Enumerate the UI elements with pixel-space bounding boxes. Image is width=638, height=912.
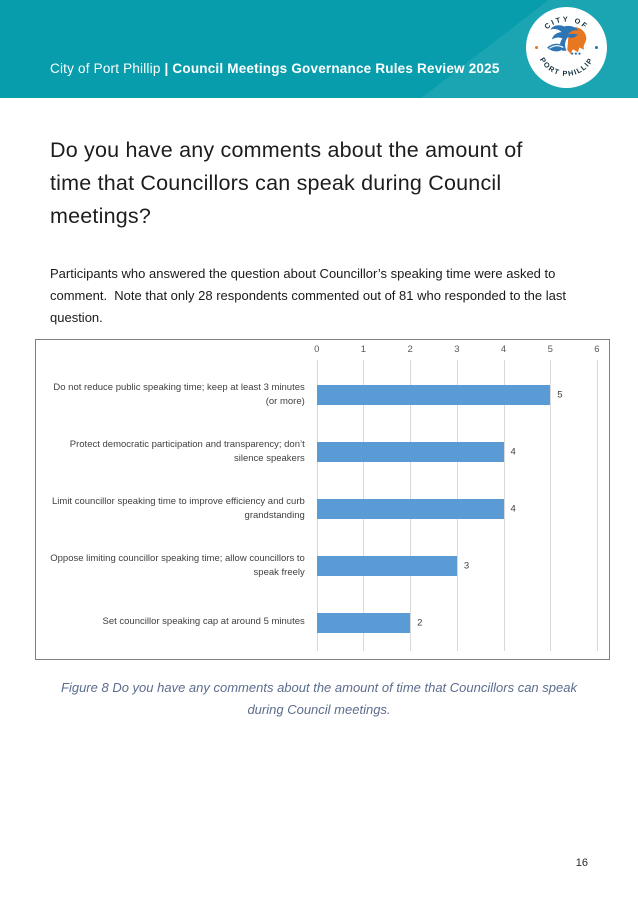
axis-tick-mark bbox=[363, 360, 365, 367]
axis-tick-label: 3 bbox=[454, 344, 460, 355]
bar-track: 5 bbox=[316, 367, 597, 424]
bar-track: 3 bbox=[316, 537, 597, 594]
header-title-regular: City of Port Phillip bbox=[50, 61, 165, 76]
axis-tick-label: 6 bbox=[594, 344, 600, 355]
category-label: Limit councillor speaking time to improv… bbox=[52, 495, 305, 521]
axis-tick-label: 0 bbox=[314, 344, 320, 355]
header-title-bold: | Council Meetings Governance Rules Revi… bbox=[164, 61, 500, 76]
page-title: Do you have any comments about the amoun… bbox=[50, 138, 523, 228]
axis-tick-mark bbox=[456, 360, 458, 367]
gridline bbox=[550, 367, 552, 651]
chart-row: Limit councillor speaking time to improv… bbox=[36, 481, 609, 538]
axis-tick-label: 2 bbox=[407, 344, 413, 355]
bar bbox=[316, 555, 457, 576]
figure-caption: Figure 8 Do you have any comments about … bbox=[61, 680, 577, 717]
axis-tick-label: 1 bbox=[360, 344, 367, 355]
gridline bbox=[503, 367, 505, 651]
bar bbox=[316, 442, 504, 463]
gridline bbox=[596, 367, 598, 651]
logo-dot-3 bbox=[578, 52, 581, 55]
chart-rows: Do not reduce public speaking time; keep… bbox=[36, 367, 609, 651]
logo-dot-1 bbox=[571, 52, 574, 55]
header-banner: City of Port Phillip | Council Meetings … bbox=[0, 0, 638, 98]
intro-paragraph: Participants who answered the question a… bbox=[50, 266, 570, 325]
chart-row: Do not reduce public speaking time; keep… bbox=[36, 367, 609, 424]
logo-dot-2 bbox=[574, 52, 577, 55]
logo-dot-right bbox=[594, 45, 599, 50]
logo-wave-shape bbox=[547, 43, 565, 52]
axis-tick-mark bbox=[503, 360, 505, 367]
category-label: Do not reduce public speaking time; keep… bbox=[53, 382, 305, 408]
chart-axis: 0 1 2 3 4 5 6 bbox=[314, 340, 600, 367]
bar-value-label: 3 bbox=[463, 560, 470, 572]
axis-tick-mark bbox=[316, 360, 318, 367]
chart-row: Set councillor speaking cap at around 5 … bbox=[36, 594, 609, 651]
axis-tick-mark bbox=[550, 360, 552, 367]
bar bbox=[316, 498, 504, 519]
axis-tick-mark bbox=[596, 360, 598, 367]
bar-value-label: 4 bbox=[510, 503, 516, 515]
page-number: 16 bbox=[575, 857, 588, 869]
logo-palm-shape bbox=[550, 25, 579, 51]
category-label: Oppose limiting councillor speaking time… bbox=[50, 552, 305, 578]
axis-tick-mark bbox=[410, 360, 412, 367]
bar bbox=[316, 612, 411, 633]
logo-dot-left bbox=[534, 45, 539, 50]
bar-track: 4 bbox=[316, 481, 597, 538]
category-label: Set councillor speaking cap at around 5 … bbox=[102, 616, 305, 628]
header-title: City of Port Phillip | Council Meetings … bbox=[50, 61, 500, 76]
axis-tick-label: 5 bbox=[547, 344, 553, 355]
bar-value-label: 2 bbox=[417, 617, 423, 629]
bar-value-label: 4 bbox=[510, 446, 516, 458]
bar-chart: 0 1 2 3 4 5 6 Do not reduce public speaking ti… bbox=[35, 339, 610, 660]
bar bbox=[316, 385, 551, 406]
bar-value-label: 5 bbox=[557, 389, 563, 401]
chart-row: Oppose limiting councillor speaking time… bbox=[36, 537, 609, 594]
logo-emblem bbox=[547, 25, 587, 55]
axis-tick-label: 4 bbox=[500, 344, 507, 355]
bar-track: 4 bbox=[316, 424, 597, 481]
category-label: Protect democratic participation and tra… bbox=[69, 438, 305, 465]
logo-wave-stripe bbox=[549, 45, 564, 49]
chart-row: Protect democratic participation and tra… bbox=[36, 424, 609, 481]
bar-track: 2 bbox=[316, 594, 597, 651]
port-phillip-logo: CITY OF PORT PHILLIP bbox=[526, 7, 607, 88]
